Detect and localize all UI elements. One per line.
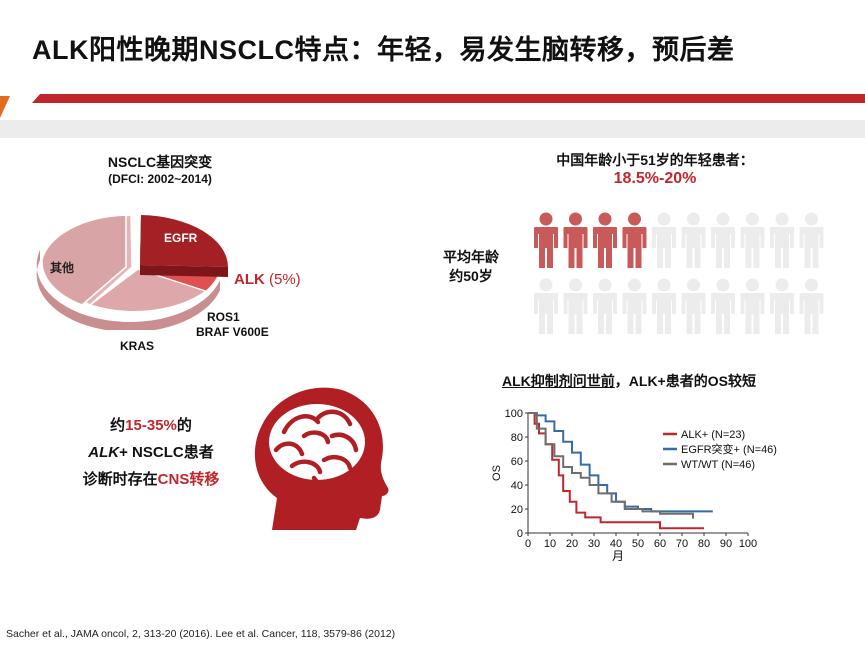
pie-slice-egfr-edge (140, 215, 141, 275)
os-km-chart: 0 10 20 30 40 50 60 70 80 90 100 0 20 40 60 80 100 月 OS ALK… (491, 408, 777, 563)
person-icon (593, 212, 617, 268)
cns-text: 约15-35%的 ALK+ NSCLC患者 诊断时存在CNS转移 (66, 412, 236, 493)
person-icon (534, 212, 558, 268)
alk-percent: (5%) (264, 271, 301, 288)
gene-pie-chart (36, 214, 228, 330)
y-tick-label: 100 (505, 408, 523, 420)
y-tick-label: 20 (511, 504, 523, 516)
legend-label: EGFR突变+ (N=46) (681, 442, 777, 456)
cns-metastasis: CNS转移 (157, 471, 220, 488)
average-age: 平均年龄 约50岁 (436, 248, 506, 286)
brain-folds (273, 409, 359, 489)
os-chart-title-rest: ，ALK+患者的OS较短 (614, 373, 756, 389)
km-curve-series-3 (528, 412, 694, 519)
y-tick-label: 0 (517, 528, 523, 540)
x-tick-label: 50 (632, 538, 644, 550)
x-tick-label: 20 (566, 538, 578, 550)
cns-line2-rest: + NSCLC患者 (119, 444, 214, 461)
average-age-line2: 约50岁 (449, 268, 493, 284)
person-icon (740, 212, 765, 268)
cns-line1-prefix: 约 (110, 417, 126, 434)
legend-label: WT/WT (N=46) (681, 459, 755, 471)
banner-grey-band (0, 120, 865, 138)
pie-subtitle: (DFCI: 2002~2014) (108, 172, 212, 186)
person-icon-grid (534, 212, 824, 334)
average-age-line1: 平均年龄 (443, 249, 499, 265)
pie-slice-egfr-side (140, 265, 228, 277)
os-chart-title: ALK抑制剂问世前，ALK+患者的OS较短 (502, 371, 756, 391)
person-icon (799, 278, 824, 334)
x-tick-label: 40 (610, 538, 622, 550)
pie-label-alk: ALK (5%) (234, 271, 301, 288)
person-icon (770, 212, 794, 268)
y-tick-label: 80 (511, 432, 523, 444)
x-tick-label: 60 (654, 538, 666, 550)
km-curve-series-1 (528, 412, 704, 530)
x-tick-label: 70 (676, 538, 688, 550)
person-icon (593, 278, 617, 334)
pie-label-kras: KRAS (120, 339, 155, 353)
y-tick-label: 60 (511, 456, 523, 468)
x-axis-label: 月 (612, 549, 624, 563)
y-tick-label: 40 (511, 480, 523, 492)
person-icon (740, 278, 765, 334)
person-icon (711, 212, 735, 268)
banner-orange-corner (0, 96, 10, 118)
age-headline: 中国年龄小于51岁的年轻患者： (556, 152, 754, 168)
person-icon (563, 212, 588, 268)
x-tick-label: 10 (544, 538, 556, 550)
cns-line1: 约15-35%的 (66, 412, 236, 439)
banner-red-band (32, 94, 865, 103)
head-brain-icon (254, 387, 389, 530)
header-banner (0, 94, 865, 138)
person-icon (799, 212, 824, 268)
age-range: 18.5%-20% (613, 170, 697, 187)
person-icon (622, 212, 647, 268)
alk-name: ALK (234, 271, 265, 288)
pie-slice-egfr (140, 215, 228, 267)
pie-label-braf: BRAF V600E (196, 325, 269, 339)
person-icon (770, 278, 794, 334)
citation: Sacher et al., JAMA oncol, 2, 313-20 (20… (6, 628, 396, 640)
person-icon (622, 278, 647, 334)
pie-slice-kras (88, 268, 208, 313)
y-axis-label: OS (491, 465, 503, 481)
cns-line2: ALK+ NSCLC患者 (66, 439, 236, 466)
person-icon (563, 278, 588, 334)
legend-label: ALK+ (N=23) (681, 429, 745, 441)
km-curve-series-2 (528, 412, 713, 513)
pie-label-other: 其他 (50, 261, 75, 275)
x-tick-label: 30 (588, 538, 600, 550)
cns-line3: 诊断时存在CNS转移 (66, 466, 236, 493)
cns-percent: 15-35% (125, 417, 177, 434)
x-tick-label: 0 (525, 538, 531, 550)
person-icon (652, 278, 676, 334)
os-chart-title-underlined: ALK抑制剂问世前 (502, 373, 615, 389)
person-icon (681, 278, 706, 334)
page-title: ALK阳性晚期NSCLC特点：年轻，易发生脑转移，预后差 (32, 35, 735, 65)
cns-alk: ALK (88, 444, 120, 461)
person-icon (711, 278, 735, 334)
person-icon (652, 212, 676, 268)
cns-line1-suffix: 的 (176, 417, 192, 434)
pie-label-egfr: EGFR (164, 231, 198, 245)
pie-title: NSCLC基因突变 (107, 154, 213, 170)
x-tick-label: 90 (720, 538, 732, 550)
pie-slice-other-main (41, 214, 127, 306)
person-icon (534, 278, 558, 334)
x-tick-label: 80 (698, 538, 710, 550)
x-tick-label: 100 (739, 538, 757, 550)
pie-label-ros1: ROS1 (207, 310, 240, 324)
person-icon (681, 212, 706, 268)
cns-line3-prefix: 诊断时存在 (82, 471, 158, 488)
